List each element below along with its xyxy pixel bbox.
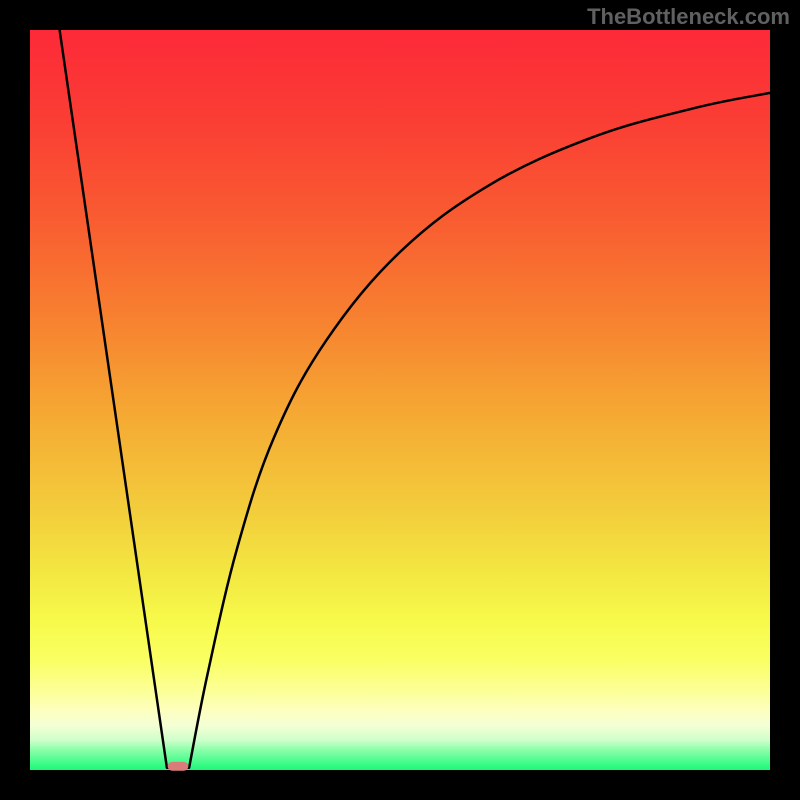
optimal-point-marker [168, 762, 189, 771]
chart-container: TheBottleneck.com [0, 0, 800, 800]
chart-plot-area [30, 30, 770, 770]
attribution-text: TheBottleneck.com [587, 4, 790, 30]
bottleneck-chart-svg [0, 0, 800, 800]
